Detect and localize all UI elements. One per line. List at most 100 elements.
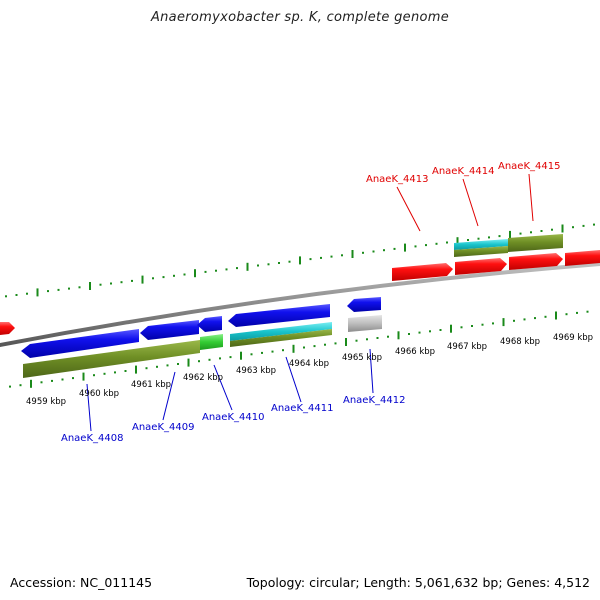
minor-tick — [271, 350, 274, 353]
forward-gene[interactable] — [565, 250, 600, 266]
reverse-gene[interactable] — [197, 316, 222, 332]
gene-label-anaek-4415[interactable]: AnaeK_4415 — [498, 161, 560, 172]
minor-tick — [15, 294, 18, 296]
minor-tick — [99, 283, 102, 286]
leader-line — [369, 348, 374, 394]
minor-tick — [309, 258, 312, 261]
minor-tick — [261, 351, 263, 354]
major-tick — [404, 243, 406, 252]
major-tick — [82, 372, 85, 381]
minor-tick — [288, 260, 291, 263]
minor-tick — [103, 372, 106, 375]
minor-tick — [257, 264, 259, 267]
minor-tick — [387, 335, 389, 338]
reverse-gene[interactable] — [347, 297, 381, 312]
minor-tick — [372, 250, 375, 253]
forward-gene[interactable] — [509, 253, 563, 270]
minor-tick — [40, 381, 43, 384]
kbp-label: 4969 kbp — [553, 333, 593, 343]
minor-tick — [57, 288, 60, 291]
minor-tick — [78, 286, 81, 289]
minor-tick — [173, 274, 175, 277]
reverse-strand-genes — [21, 297, 381, 358]
forward-gene[interactable] — [0, 322, 15, 335]
major-tick — [194, 269, 196, 278]
label-leaders — [86, 173, 534, 432]
minor-tick — [198, 360, 200, 363]
minor-tick — [215, 269, 217, 272]
major-tick — [89, 282, 91, 290]
genome-summary-text: Topology: circular; Length: 5,061,632 bp… — [246, 575, 590, 590]
major-tick — [509, 230, 511, 239]
kbp-label: 4968 kbp — [500, 337, 540, 347]
minor-tick — [208, 358, 211, 361]
green-feature[interactable] — [200, 334, 223, 350]
reverse-gene[interactable] — [228, 304, 330, 327]
reverse-gene[interactable] — [21, 329, 139, 358]
gene-label-anaek-4410[interactable]: AnaeK_4410 — [202, 412, 264, 423]
leader-line — [528, 173, 534, 222]
minor-tick — [229, 356, 232, 359]
minor-tick — [282, 349, 284, 352]
minor-tick — [324, 343, 326, 346]
major-tick — [187, 358, 190, 367]
leader-line — [396, 186, 421, 232]
forward-gene[interactable] — [455, 258, 507, 275]
minor-tick — [530, 231, 532, 234]
gene-label-anaek-4412[interactable]: AnaeK_4412 — [343, 395, 405, 406]
minor-tick — [93, 374, 95, 377]
minor-tick — [320, 256, 322, 259]
reverse-gene[interactable] — [140, 320, 199, 340]
leader-line — [162, 371, 176, 421]
major-tick — [30, 379, 32, 388]
major-tick — [299, 256, 301, 265]
gene-label-anaek-4408[interactable]: AnaeK_4408 — [61, 433, 123, 444]
minor-tick — [593, 223, 595, 226]
minor-tick — [435, 242, 438, 245]
kbp-label: 4959 kbp — [26, 397, 66, 407]
minor-tick — [488, 236, 490, 239]
forward-gene[interactable] — [392, 263, 453, 281]
minor-tick — [460, 326, 463, 329]
minor-tick — [313, 345, 316, 348]
olive-feature[interactable] — [508, 234, 563, 252]
minor-tick — [582, 224, 585, 227]
minor-tick — [61, 378, 64, 381]
olive-feature[interactable] — [23, 340, 200, 378]
gene-label-anaek-4414[interactable]: AnaeK_4414 — [432, 166, 494, 177]
minor-tick — [540, 230, 543, 232]
minor-tick — [408, 333, 410, 335]
reverse-strand-features — [23, 315, 382, 378]
minor-tick — [586, 310, 589, 313]
minor-tick — [47, 290, 49, 293]
minor-tick — [429, 330, 431, 333]
minor-tick — [303, 346, 305, 349]
kbp-label: 4967 kbp — [447, 342, 487, 352]
major-tick — [351, 250, 354, 258]
minor-tick — [166, 364, 169, 367]
minor-tick — [425, 244, 427, 247]
gene-label-anaek-4411[interactable]: AnaeK_4411 — [271, 403, 333, 414]
kbp-label: 4961 kbp — [131, 380, 171, 390]
leader-line — [285, 356, 302, 403]
minor-tick — [471, 325, 473, 327]
olive-feature[interactable] — [230, 329, 332, 347]
gene-label-anaek-4413[interactable]: AnaeK_4413 — [366, 174, 428, 185]
minor-tick — [278, 262, 280, 264]
gene-label-anaek-4409[interactable]: AnaeK_4409 — [132, 422, 194, 433]
major-tick — [135, 365, 137, 374]
minor-tick — [519, 232, 522, 235]
minor-tick — [183, 273, 186, 276]
cyan-feature[interactable] — [454, 239, 508, 250]
accession-text: Accession: NC_011145 — [10, 575, 153, 590]
kbp-label: 4963 kbp — [236, 366, 276, 376]
minor-tick — [51, 379, 53, 382]
grey-feature[interactable] — [348, 315, 382, 332]
cyan-feature[interactable] — [230, 322, 332, 341]
minor-tick — [414, 245, 417, 248]
minor-tick — [576, 311, 578, 314]
major-tick — [345, 338, 347, 346]
minor-tick — [19, 384, 22, 387]
olive-feature[interactable] — [454, 246, 508, 257]
